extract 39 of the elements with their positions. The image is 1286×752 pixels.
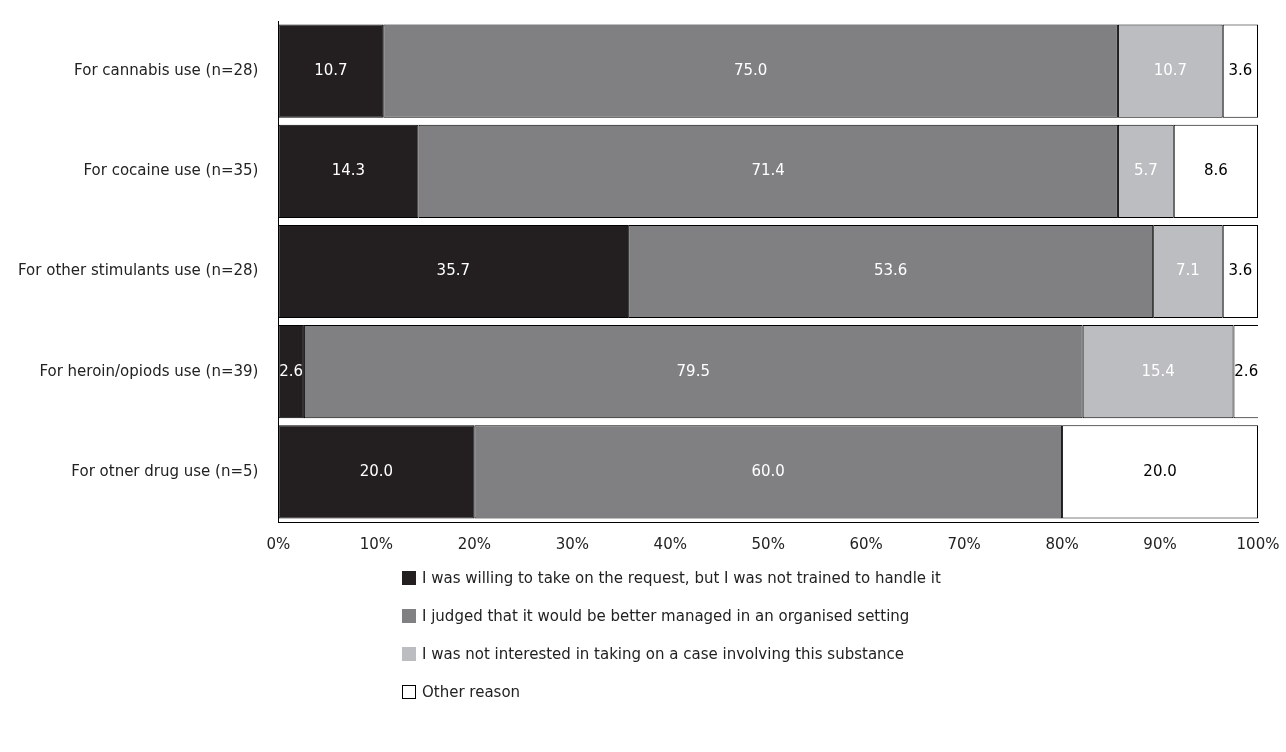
x-tick-label: 20% xyxy=(457,534,492,553)
x-tick-label: 40% xyxy=(653,534,687,553)
x-tick-label: 0% xyxy=(266,534,291,553)
data-label: 79.5 xyxy=(676,361,710,380)
data-label: 75.0 xyxy=(733,60,768,79)
data-label: 10.7 xyxy=(314,60,348,79)
x-tick-label: 50% xyxy=(751,534,785,553)
data-label: 3.6 xyxy=(1228,60,1253,79)
y-tick-label: For heroin/opiods use (n=39) xyxy=(39,361,259,380)
legend-label: I was not interested in taking on a case involving this substance xyxy=(422,645,905,663)
data-label: 3.6 xyxy=(1228,261,1253,280)
data-label: 20.0 xyxy=(1143,461,1177,480)
y-tick-label: For other stimulants use (n=28) xyxy=(17,261,259,280)
data-label: 10.7 xyxy=(1153,60,1188,79)
data-label: 2.6 xyxy=(279,361,304,380)
data-label: 8.6 xyxy=(1203,161,1228,180)
data-label: 20.0 xyxy=(359,461,394,480)
x-tick-label: 90% xyxy=(1143,534,1177,553)
data-label: 71.4 xyxy=(751,161,785,180)
x-tick-label: 80% xyxy=(1045,534,1079,553)
x-tick-label: 30% xyxy=(555,534,589,553)
legend-label: I judged that it would be better managed in an organised setting xyxy=(422,607,910,625)
x-tick-label: 100% xyxy=(1236,534,1280,553)
x-tick-label: 10% xyxy=(359,534,394,553)
data-label: 53.6 xyxy=(873,261,908,280)
data-label: 5.7 xyxy=(1133,161,1158,180)
legend-label: I was willing to take on the request, but I was not trained to handle it xyxy=(422,569,941,587)
data-label: 2.6 xyxy=(1234,361,1259,380)
data-label: 7.1 xyxy=(1176,261,1200,280)
data-label: 15.4 xyxy=(1141,361,1175,380)
data-label: 14.3 xyxy=(331,161,366,180)
x-tick-label: 60% xyxy=(849,534,883,553)
data-label: 60.0 xyxy=(751,461,785,480)
legend-label: Other reason xyxy=(422,683,521,701)
y-tick-label: For cocaine use (n=35) xyxy=(83,161,259,180)
x-tick-label: 70% xyxy=(947,534,981,553)
y-tick-label: For otner drug use (n=5) xyxy=(71,461,259,480)
y-tick-label: For cannabis use (n=28) xyxy=(74,60,259,79)
data-label: 35.7 xyxy=(436,261,470,280)
